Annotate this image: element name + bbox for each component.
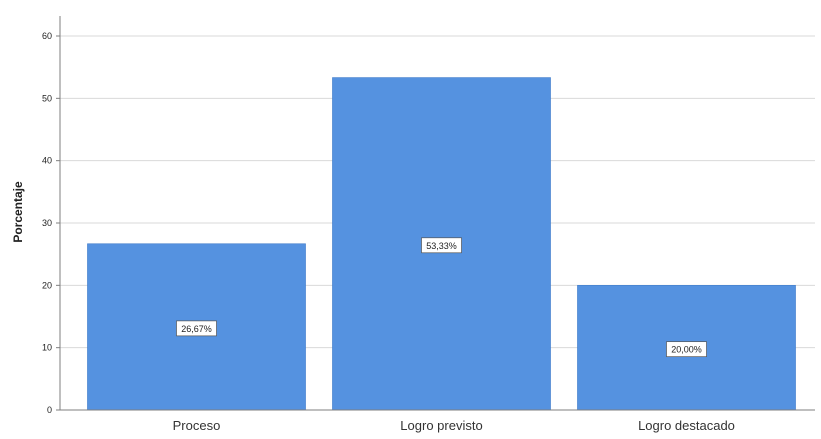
y-tick-label: 10 [42,343,52,353]
data-label-box [176,320,217,337]
data-label: 53,33% [421,237,462,254]
data-label-text: 20,00% [671,345,702,355]
data-label: 20,00% [666,341,707,358]
axes [59,16,815,411]
y-tick-label: 50 [42,93,52,103]
data-label-text: 53,33% [426,241,457,251]
y-tick-label: 0 [47,405,52,415]
data-labels: 26,67% 53,33% 20,00% [176,237,707,358]
y-tick-label: 20 [42,280,52,290]
x-category-label: Logro destacado [638,418,735,433]
x-category-label: Logro previsto [400,418,482,433]
data-label-box [666,341,707,358]
x-category-labels: Proceso Logro previsto Logro destacado [173,418,735,433]
x-category-label: Proceso [173,418,221,433]
y-tick-label: 40 [42,156,52,166]
data-label-text: 26,67% [181,324,212,334]
data-label-box [421,237,462,254]
y-tick-labels: 0 10 20 30 40 50 60 [42,31,60,415]
y-tick-label: 30 [42,218,52,228]
y-tick-label: 60 [42,31,52,41]
data-label: 26,67% [176,320,217,337]
y-axis-title: Porcentaje [11,181,25,243]
